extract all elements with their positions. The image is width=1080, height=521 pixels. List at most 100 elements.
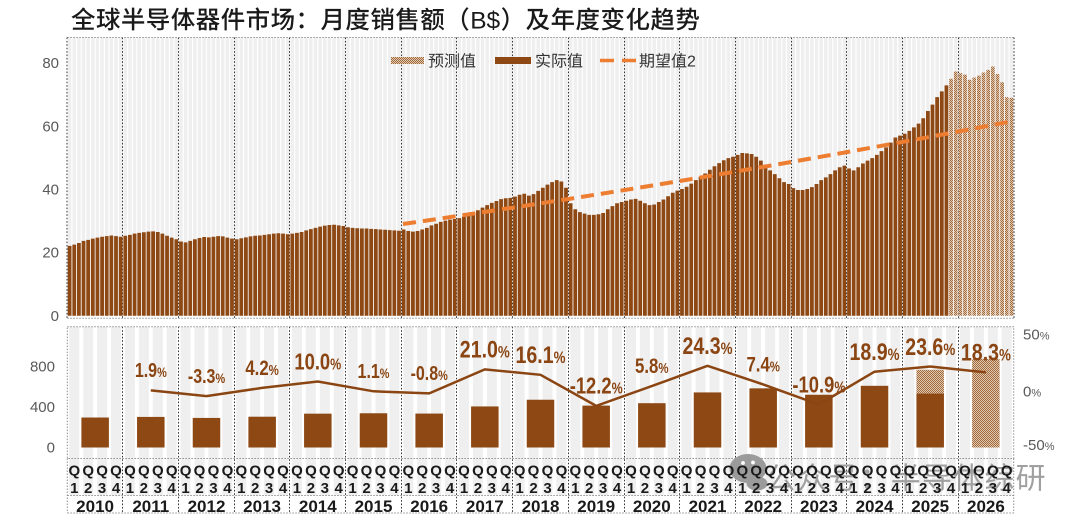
svg-text:Q: Q bbox=[347, 463, 359, 480]
svg-text:Q: Q bbox=[611, 463, 623, 480]
svg-text:2015: 2015 bbox=[355, 497, 393, 516]
svg-text:3: 3 bbox=[543, 480, 551, 497]
svg-text:3: 3 bbox=[989, 480, 997, 497]
svg-text:Q: Q bbox=[472, 463, 484, 480]
svg-text:3: 3 bbox=[432, 480, 440, 497]
svg-text:Q: Q bbox=[848, 463, 860, 480]
svg-text:2018: 2018 bbox=[522, 497, 560, 516]
svg-text:Q: Q bbox=[333, 463, 345, 480]
svg-text:4: 4 bbox=[669, 480, 678, 497]
svg-text:Q: Q bbox=[458, 463, 470, 480]
svg-text:-0.8%: -0.8% bbox=[411, 362, 448, 384]
svg-text:5.8%: 5.8% bbox=[635, 356, 669, 379]
svg-text:Q: Q bbox=[862, 463, 874, 480]
svg-text:Q: Q bbox=[486, 463, 498, 480]
svg-text:Q: Q bbox=[96, 463, 108, 480]
svg-text:3: 3 bbox=[933, 480, 941, 497]
svg-text:1: 1 bbox=[126, 480, 134, 497]
svg-text:Q: Q bbox=[444, 463, 456, 480]
svg-text:2: 2 bbox=[696, 480, 704, 497]
svg-text:2022: 2022 bbox=[744, 497, 782, 516]
svg-text:Q: Q bbox=[68, 463, 80, 480]
svg-text:4: 4 bbox=[279, 480, 288, 497]
svg-text:Q: Q bbox=[222, 463, 234, 480]
svg-text:1: 1 bbox=[905, 480, 913, 497]
svg-text:0: 0 bbox=[51, 308, 59, 325]
svg-text:Q: Q bbox=[903, 463, 915, 480]
svg-text:Q: Q bbox=[263, 463, 275, 480]
svg-text:Q: Q bbox=[723, 463, 735, 480]
svg-text:4: 4 bbox=[1003, 480, 1012, 497]
svg-text:Q: Q bbox=[876, 463, 888, 480]
svg-text:4: 4 bbox=[836, 480, 845, 497]
svg-text:2013: 2013 bbox=[243, 497, 281, 516]
svg-text:4: 4 bbox=[223, 480, 232, 497]
svg-text:1: 1 bbox=[682, 480, 690, 497]
svg-text:3: 3 bbox=[655, 480, 663, 497]
svg-text:Q: Q bbox=[82, 463, 94, 480]
svg-text:3: 3 bbox=[154, 480, 162, 497]
svg-text:Q: Q bbox=[695, 463, 707, 480]
svg-text:1: 1 bbox=[70, 480, 78, 497]
svg-text:3: 3 bbox=[321, 480, 329, 497]
svg-text:4: 4 bbox=[335, 480, 344, 497]
svg-text:2010: 2010 bbox=[76, 497, 114, 516]
svg-text:4: 4 bbox=[724, 480, 733, 497]
svg-text:2011: 2011 bbox=[132, 497, 169, 516]
svg-text:Q: Q bbox=[569, 463, 581, 480]
svg-text:23.6%: 23.6% bbox=[905, 333, 955, 361]
svg-text:4: 4 bbox=[780, 480, 789, 497]
svg-text:2: 2 bbox=[585, 480, 593, 497]
svg-text:2: 2 bbox=[140, 480, 148, 497]
svg-text:Q: Q bbox=[166, 463, 178, 480]
svg-text:Q: Q bbox=[959, 463, 971, 480]
svg-text:Q: Q bbox=[124, 463, 136, 480]
svg-text:2025: 2025 bbox=[911, 497, 949, 516]
svg-text:0%: 0% bbox=[1023, 384, 1041, 401]
svg-text:4.2%: 4.2% bbox=[245, 357, 279, 380]
svg-text:4: 4 bbox=[112, 480, 121, 497]
svg-text:Q: Q bbox=[625, 463, 637, 480]
svg-text:3: 3 bbox=[265, 480, 273, 497]
svg-text:2: 2 bbox=[808, 480, 816, 497]
svg-text:2020: 2020 bbox=[633, 497, 671, 516]
svg-text:-3.3%: -3.3% bbox=[188, 365, 225, 387]
svg-text:1: 1 bbox=[515, 480, 523, 497]
svg-text:0: 0 bbox=[47, 440, 55, 457]
svg-text:Q: Q bbox=[138, 463, 150, 480]
svg-text:Q: Q bbox=[890, 463, 902, 480]
svg-text:4: 4 bbox=[502, 480, 511, 497]
svg-text:2: 2 bbox=[362, 480, 370, 497]
svg-text:Q: Q bbox=[361, 463, 373, 480]
svg-text:2014: 2014 bbox=[299, 497, 337, 516]
svg-text:2: 2 bbox=[529, 480, 537, 497]
svg-text:3: 3 bbox=[877, 480, 885, 497]
svg-text:3: 3 bbox=[822, 480, 830, 497]
svg-text:1: 1 bbox=[571, 480, 579, 497]
svg-text:80: 80 bbox=[42, 55, 59, 72]
svg-text:1: 1 bbox=[404, 480, 412, 497]
svg-text:1: 1 bbox=[961, 480, 969, 497]
svg-text:Q: Q bbox=[945, 463, 957, 480]
svg-text:1.1%: 1.1% bbox=[358, 360, 390, 382]
svg-text:Q: Q bbox=[1001, 463, 1013, 480]
svg-text:Q: Q bbox=[653, 463, 665, 480]
svg-text:Q: Q bbox=[514, 463, 526, 480]
svg-text:4: 4 bbox=[557, 480, 566, 497]
svg-text:B$: B$ bbox=[470, 7, 500, 34]
svg-text:40: 40 bbox=[42, 182, 59, 199]
svg-text:Q: Q bbox=[152, 463, 164, 480]
svg-text:3: 3 bbox=[488, 480, 496, 497]
svg-text:4: 4 bbox=[390, 480, 399, 497]
svg-text:3: 3 bbox=[98, 480, 106, 497]
svg-text:2: 2 bbox=[687, 54, 696, 71]
svg-text:Q: Q bbox=[500, 463, 512, 480]
svg-text:2: 2 bbox=[195, 480, 203, 497]
svg-text:Q: Q bbox=[597, 463, 609, 480]
svg-text:2: 2 bbox=[975, 480, 983, 497]
svg-text:400: 400 bbox=[30, 399, 55, 416]
svg-text:Q: Q bbox=[249, 463, 261, 480]
svg-text:3: 3 bbox=[710, 480, 718, 497]
svg-text:-50%: -50% bbox=[1023, 437, 1055, 454]
svg-text:Q: Q bbox=[305, 463, 317, 480]
